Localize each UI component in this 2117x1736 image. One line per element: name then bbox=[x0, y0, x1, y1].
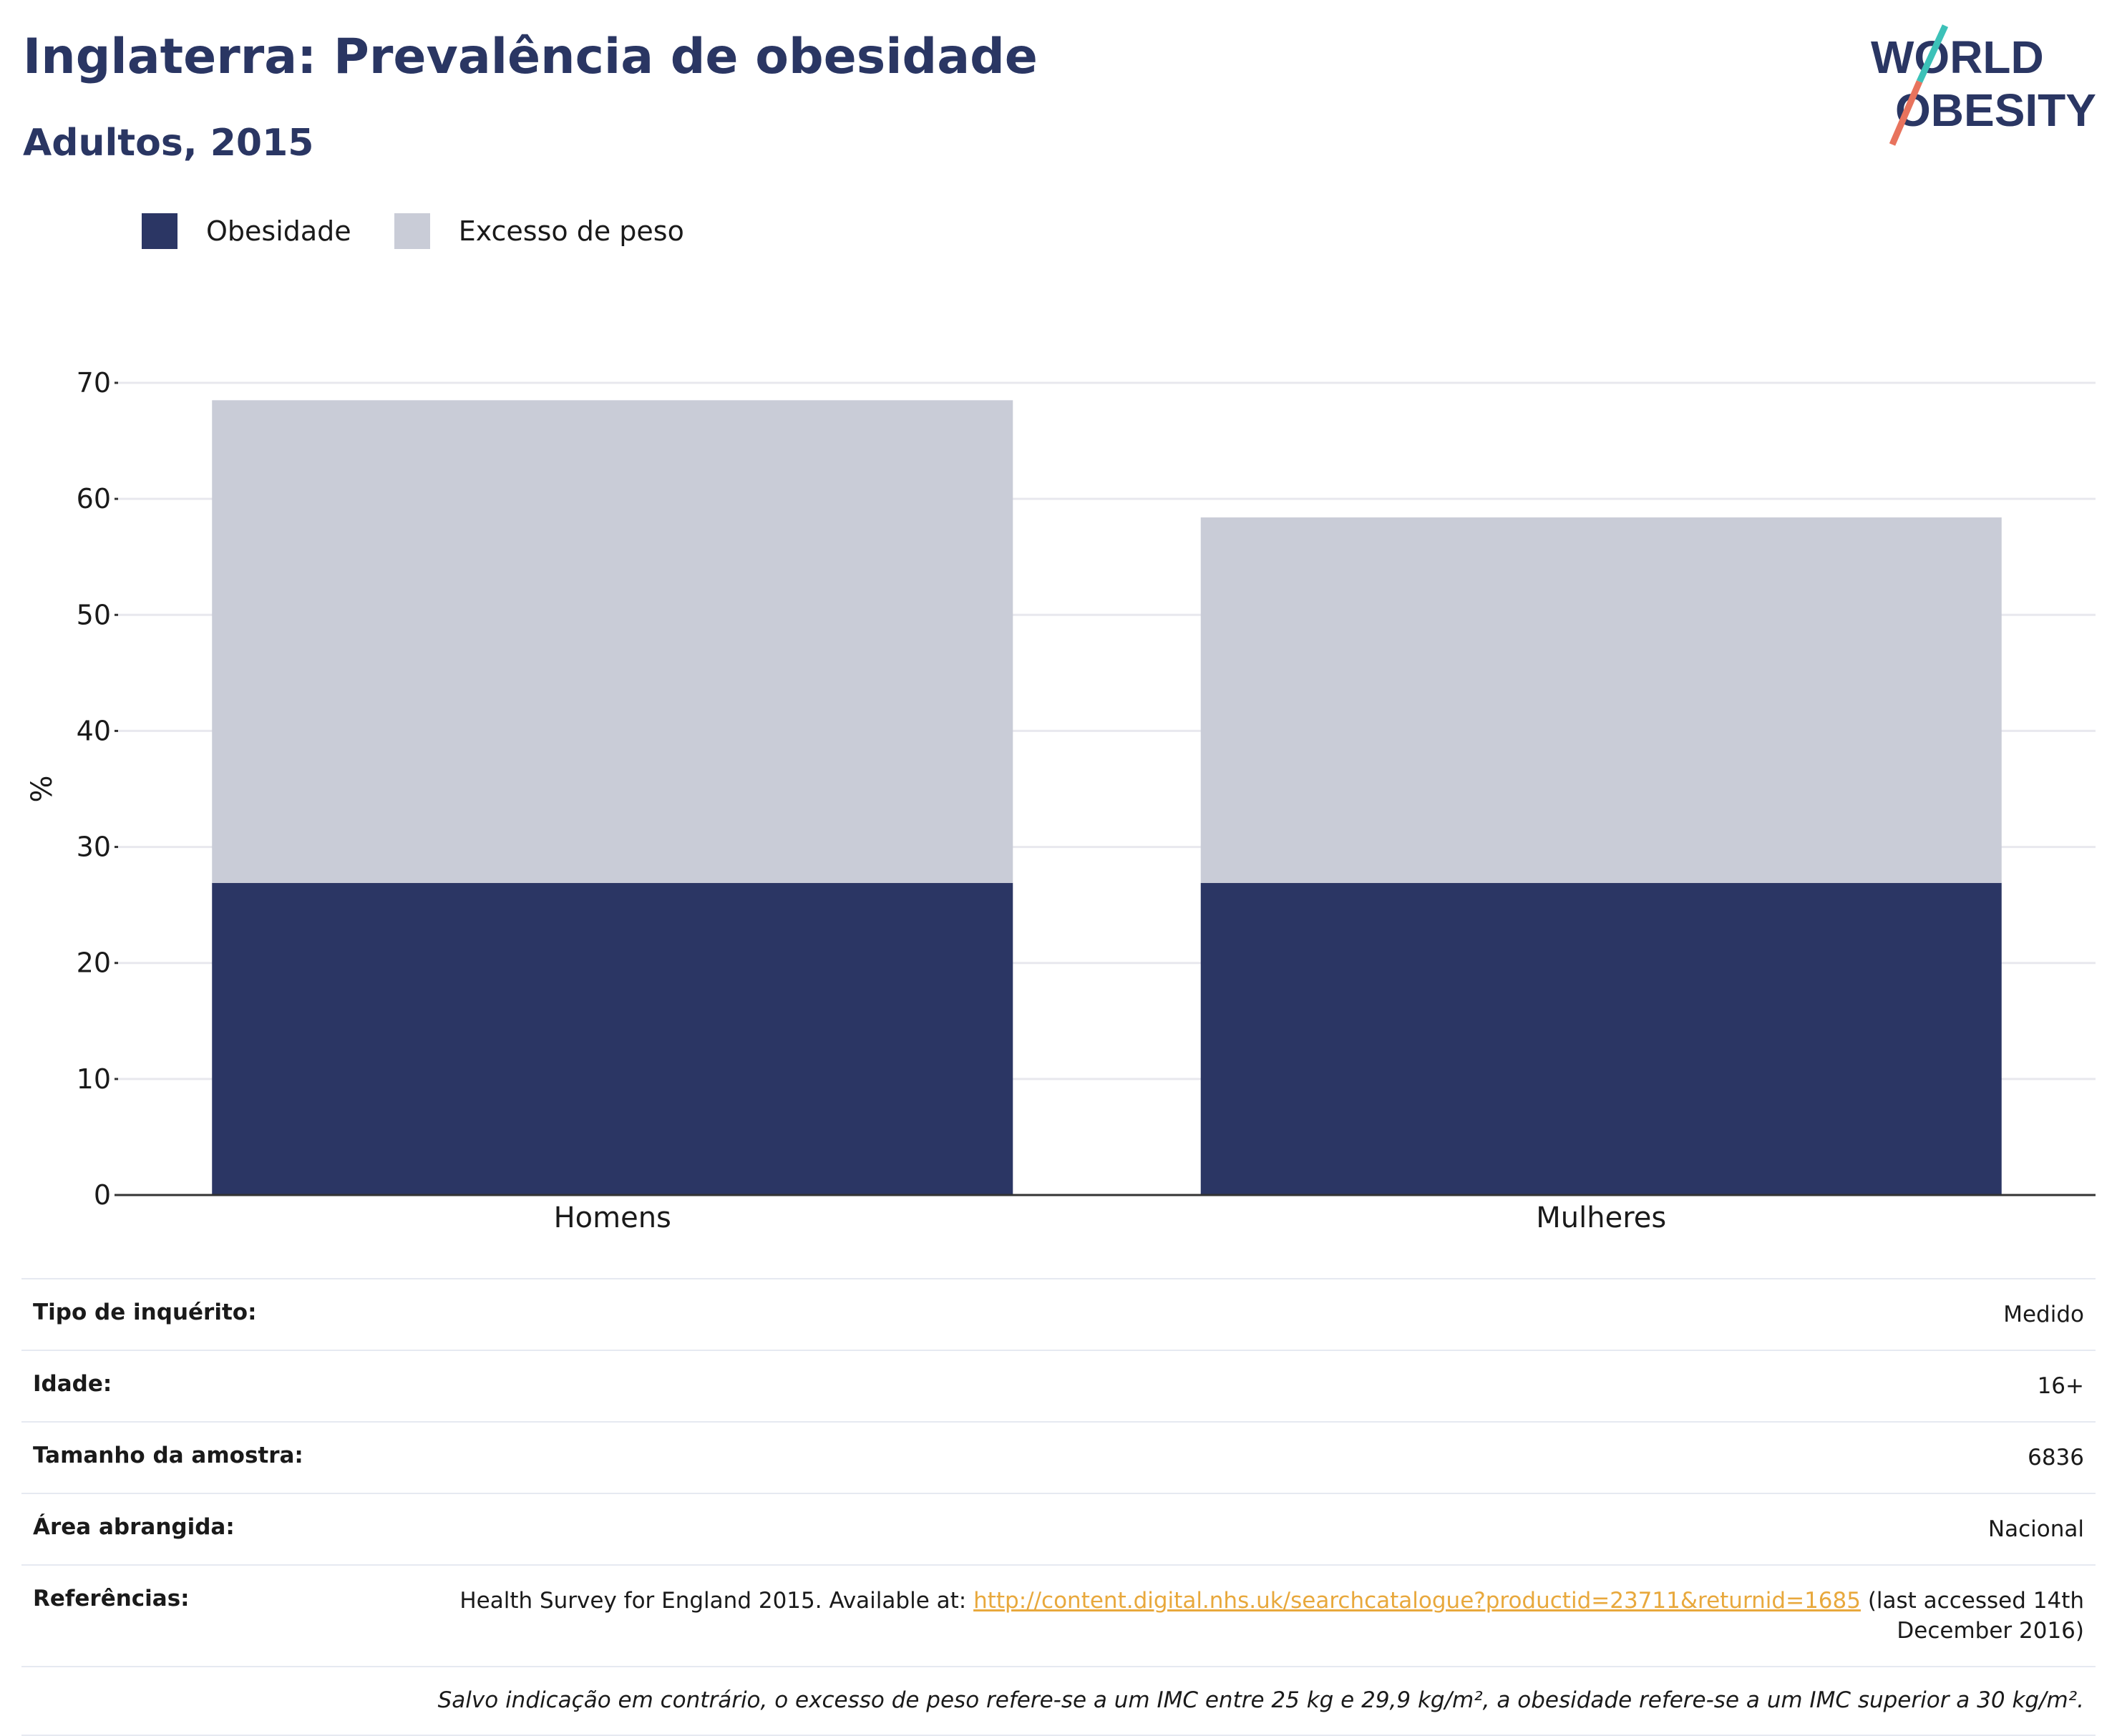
bar-homens-excesso-de-peso bbox=[212, 400, 1013, 883]
logo-text-obesity: OBESITY bbox=[1895, 84, 2096, 136]
meta-value: Nacional bbox=[1987, 1516, 2084, 1542]
chart-legend: Obesidade Excesso de peso bbox=[142, 213, 727, 249]
meta-label: Tipo de inquérito: bbox=[33, 1299, 257, 1325]
logo-text-world: WORLD bbox=[1871, 31, 2044, 83]
meta-value: Medido bbox=[2003, 1302, 2084, 1327]
meta-value: Health Survey for England 2015. Availabl… bbox=[438, 1586, 2084, 1646]
meta-row-referencias: Referências: Health Survey for England 2… bbox=[21, 1564, 2096, 1666]
reference-text: Health Survey for England 2015. Availabl… bbox=[459, 1588, 974, 1614]
y-tick-label: 20 bbox=[77, 947, 111, 979]
meta-value: 16+ bbox=[2037, 1373, 2084, 1399]
y-tick-label: 50 bbox=[77, 599, 111, 630]
reference-link[interactable]: http://content.digital.nhs.uk/searchcata… bbox=[973, 1588, 1861, 1614]
reference-accessed: (last accessed 14th December 2016) bbox=[1860, 1588, 2084, 1644]
x-tick-label: Homens bbox=[554, 1201, 671, 1234]
definition-note: Salvo indicação em contrário, o excesso … bbox=[21, 1666, 2096, 1736]
meta-row-idade: Idade: 16+ bbox=[21, 1350, 2096, 1421]
y-tick-label: 40 bbox=[77, 715, 111, 746]
legend-label-obesidade: Obesidade bbox=[206, 215, 351, 247]
meta-row-amostra: Tamanho da amostra: 6836 bbox=[21, 1421, 2096, 1493]
y-tick-label: 60 bbox=[77, 483, 111, 515]
meta-label: Tamanho da amostra: bbox=[33, 1443, 303, 1468]
bar-chart: 0 10 20 30 40 50 60 70% Homens Mulheres bbox=[26, 367, 2096, 1234]
legend-swatch-excesso-de-peso bbox=[394, 213, 430, 249]
meta-label: Idade: bbox=[33, 1371, 112, 1397]
bar-mulheres-excesso-de-peso bbox=[1200, 517, 2002, 883]
meta-label: Área abrangida: bbox=[33, 1514, 235, 1540]
page-subtitle: Adultos, 2015 bbox=[23, 122, 314, 165]
bar-mulheres-obesidade bbox=[1200, 882, 2002, 1195]
world-obesity-logo: WORLD OBESITY bbox=[1871, 24, 2096, 146]
meta-row-tipo: Tipo de inquérito: Medido bbox=[21, 1278, 2096, 1350]
legend-label-excesso-de-peso: Excesso de peso bbox=[458, 215, 684, 247]
y-axis-label: % bbox=[26, 775, 59, 802]
y-tick-label: 10 bbox=[77, 1063, 111, 1095]
meta-label: Referências: bbox=[33, 1586, 190, 1611]
y-tick-label: 30 bbox=[77, 832, 111, 863]
y-tick-label: 70 bbox=[77, 367, 111, 399]
meta-row-area: Área abrangida: Nacional bbox=[21, 1493, 2096, 1564]
x-tick-label: Mulheres bbox=[1536, 1201, 1666, 1234]
meta-value: 6836 bbox=[2028, 1445, 2084, 1471]
legend-item-excesso-de-peso[interactable]: Excesso de peso bbox=[394, 213, 684, 249]
legend-item-obesidade[interactable]: Obesidade bbox=[142, 213, 351, 249]
logo-slash-teal bbox=[1916, 24, 1949, 83]
survey-details: Tipo de inquérito: Medido Idade: 16+ Tam… bbox=[21, 1278, 2096, 1736]
legend-swatch-obesidade bbox=[142, 213, 177, 249]
logo-slash-coral bbox=[1889, 80, 1923, 146]
y-tick-label: 0 bbox=[94, 1179, 111, 1211]
bar-homens-obesidade bbox=[212, 882, 1013, 1195]
page-title: Inglaterra: Prevalência de obesidade bbox=[23, 29, 1038, 85]
